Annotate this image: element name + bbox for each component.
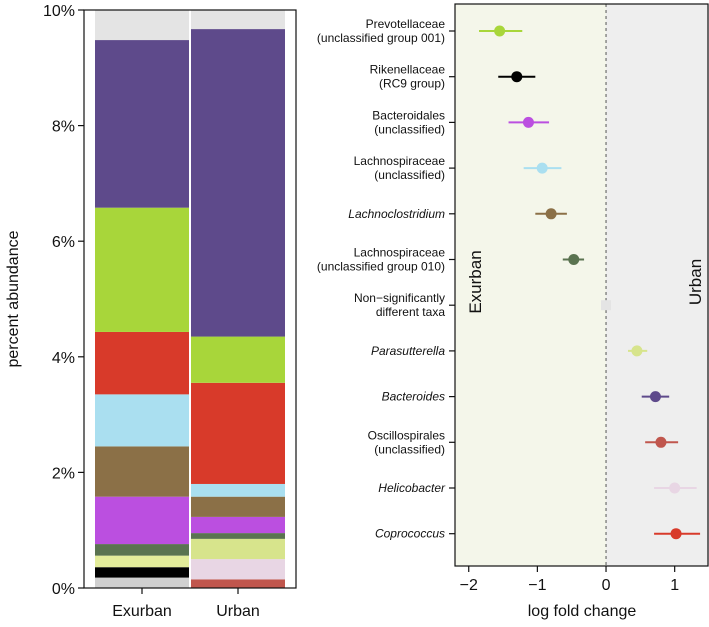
- forest-plot: Prevotellaceae(unclassified group 001) Ri…: [317, 3, 709, 620]
- estimate-point: [601, 300, 612, 311]
- x-tick-label: −1: [528, 577, 546, 594]
- bar-segment: [95, 496, 189, 545]
- estimate-points: [479, 25, 701, 540]
- taxon-label: Bacteroides: [382, 390, 445, 404]
- bar-segment: [95, 10, 189, 41]
- x-tick-label: −2: [460, 577, 478, 594]
- x-tick-label: 1: [670, 577, 679, 594]
- bar-segment: [95, 331, 189, 395]
- estimate-point: [545, 208, 557, 220]
- estimate-point: [669, 482, 681, 494]
- bar-segment: [191, 533, 285, 539]
- taxon-label: Bacteroidales: [372, 108, 445, 122]
- y-tick-label: 8%: [52, 119, 75, 136]
- y-tick-label: 2%: [52, 465, 75, 482]
- right-plot-frame: [454, 3, 709, 567]
- bar-segment: [95, 577, 189, 588]
- bar-segment: [191, 382, 285, 484]
- bar-segment: [95, 394, 189, 447]
- taxon-label: Lachnospiraceae: [354, 154, 446, 168]
- estimate-point: [568, 254, 580, 265]
- left-x-axis: Exurban Urban: [112, 588, 260, 620]
- left-plot-frame: [83, 9, 297, 589]
- taxon-label: Lachnospiraceae: [354, 246, 446, 260]
- estimate-point: [649, 391, 661, 403]
- urban-region: [606, 4, 709, 566]
- taxon-label: Oscillospirales: [368, 428, 445, 442]
- bar-segment: [95, 40, 189, 208]
- taxon-label: (unclassified group 010): [317, 260, 445, 274]
- taxon-label: Parasutterella: [371, 344, 445, 358]
- estimate-point: [522, 116, 534, 128]
- bar-segment: [95, 207, 189, 332]
- exurban-region: [455, 4, 607, 566]
- taxon-label: Prevotellaceae: [366, 17, 446, 31]
- taxon-labels: Prevotellaceae(unclassified group 001) Ri…: [317, 17, 455, 541]
- y-tick-label: 0%: [52, 581, 75, 598]
- bar-segment: [191, 483, 285, 497]
- y-tick-label: 10%: [43, 3, 75, 20]
- region-backgrounds: [455, 4, 709, 566]
- x-tick-label: 0: [602, 577, 611, 594]
- estimate-point: [536, 162, 548, 174]
- y-axis-label: percent abundance: [5, 230, 22, 367]
- estimate-point: [511, 71, 523, 83]
- x-axis-label: log fold change: [528, 603, 637, 620]
- x-tick-label: Urban: [216, 603, 260, 620]
- bar-segment: [191, 336, 285, 383]
- bar-segment: [191, 29, 285, 337]
- taxon-label: Rikenellaceae: [370, 63, 446, 77]
- estimate-point: [655, 436, 667, 448]
- estimate-point: [494, 25, 506, 37]
- bar-segment: [191, 496, 285, 517]
- taxon-label: Lachnoclostridium: [348, 207, 445, 221]
- estimate-point: [631, 345, 643, 357]
- right-x-axis: −2 −1 0 1: [460, 566, 679, 594]
- taxon-label: different taxa: [376, 305, 445, 319]
- region-label-urban: Urban: [686, 259, 705, 305]
- y-tick-label: 4%: [52, 350, 75, 367]
- stacked-bar-chart: 0% 2% 4% 6% 8% 10% Exurban Urban percent abund…: [5, 3, 297, 620]
- taxon-label: (RC9 group): [379, 77, 445, 91]
- bar-segment: [191, 10, 285, 30]
- taxon-label: Coprococcus: [375, 527, 445, 541]
- taxon-label: (unclassified): [374, 122, 445, 136]
- bar-segment: [95, 446, 189, 497]
- taxon-label: Non−significantly: [354, 291, 445, 305]
- taxon-label: Helicobacter: [378, 481, 446, 495]
- bar-segment: [191, 579, 285, 588]
- x-tick-label: Exurban: [112, 603, 172, 620]
- bar-segment: [95, 567, 189, 578]
- bar-segment: [191, 538, 285, 560]
- y-tick-label: 6%: [52, 234, 75, 251]
- taxon-label: (unclassified group 001): [317, 31, 445, 45]
- bar-segment: [95, 555, 189, 568]
- bar-segment: [95, 544, 189, 556]
- bar-segment: [191, 559, 285, 580]
- bar-segments: [95, 10, 285, 588]
- bar-segment: [191, 516, 285, 534]
- taxon-label: (unclassified): [374, 442, 445, 456]
- taxon-label: (unclassified): [374, 168, 445, 182]
- estimate-point: [670, 528, 682, 540]
- region-label-exurban: Exurban: [466, 250, 485, 313]
- left-y-axis: 0% 2% 4% 6% 8% 10%: [43, 3, 84, 598]
